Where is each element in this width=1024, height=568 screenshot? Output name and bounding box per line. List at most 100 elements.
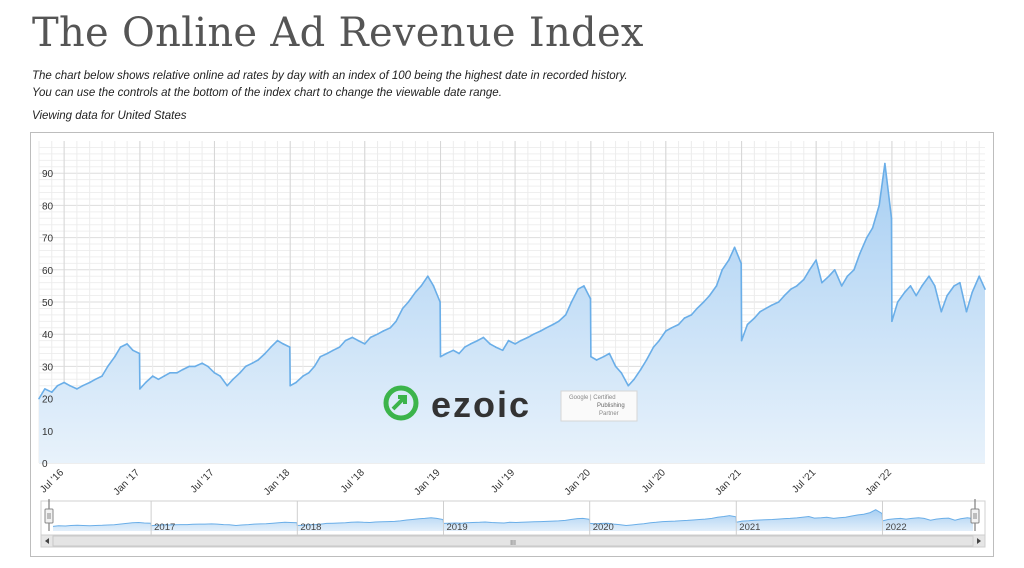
data-point [557,320,560,323]
data-point [721,269,723,271]
navigator-year-label: 2022 [885,522,906,533]
data-point [181,368,184,371]
data-point [364,343,366,345]
data-point [219,375,221,377]
series-area [39,163,985,463]
data-point [866,236,868,239]
x-axis-labels: Jul '16 Jan '17 Jul '17 Jan '18 Jul '18 Jan '… [38,467,894,498]
data-point [257,359,259,361]
data-point [464,346,466,348]
data-point [633,378,635,381]
data-point [439,301,441,303]
data-point [38,397,40,400]
data-point [114,355,116,358]
x-tick-label: Jan '20 [563,467,594,498]
data-point [853,269,855,271]
series-line [38,162,986,400]
data-point [507,339,510,342]
data-point [151,375,154,377]
data-point [645,359,648,361]
data-point [389,327,392,329]
data-point [157,378,160,381]
ezoic-logo-icon [383,385,419,421]
data-point [369,336,372,339]
ezoic-watermark: ezoic Google | Certified Publishing Part… [383,384,638,425]
partner-badge [560,390,638,422]
scroll-right-arrow-icon [977,538,981,544]
data-point [715,285,718,287]
x-tick-label: Jul '16 [38,467,66,495]
data-point [139,388,141,390]
data-point [796,285,798,287]
data-point [332,349,334,352]
data-point [63,381,65,384]
data-point [395,320,397,323]
data-point [677,323,680,326]
y-tick-label: 20 [42,395,54,406]
data-point [539,330,542,332]
navigator-year-labels: 2017 2018 2019 2020 2021 2022 [150,501,907,535]
data-point [407,301,410,303]
date-range-navigator[interactable]: 2017 2018 2019 2020 2021 2022 [40,499,986,536]
data-point [351,336,354,339]
navigator-scrollbar[interactable]: III [40,534,986,548]
data-point [815,259,817,261]
navigator-line [52,509,974,527]
data-point [494,346,497,348]
data-point [934,285,936,287]
data-point [846,275,849,277]
y-tick-label: 50 [42,298,54,309]
data-point [608,352,611,355]
data-point [733,246,736,249]
data-point [940,310,943,313]
y-tick-label: 0 [42,459,48,470]
data-point [583,285,585,287]
data-point [357,339,360,342]
navigator-handle-right[interactable] [970,499,980,531]
chart-container[interactable]: 0 10 20 30 40 50 60 70 80 90 Jul '16 Jan '17 Jul '1… [30,132,994,557]
data-point [326,352,329,355]
data-point [81,384,84,387]
data-point [777,301,780,303]
badge-line-2: Publishing [597,403,625,409]
data-point [765,307,767,310]
data-point [244,365,247,368]
data-point [928,275,930,277]
data-point [289,384,292,387]
data-point [88,381,91,384]
data-point [808,269,811,271]
data-point [790,288,792,290]
data-point [344,339,347,342]
data-point [708,294,711,297]
data-point [570,301,573,303]
data-point [445,352,448,355]
data-point [289,346,291,348]
y-tick-label: 90 [42,169,54,180]
x-tick-label: Jul '17 [189,467,217,495]
data-point [169,372,171,374]
data-point [469,343,472,345]
data-point [759,310,761,313]
page-description: The chart below shows relative online ad… [32,68,628,102]
data-point [482,336,485,339]
data-point [282,343,284,345]
navigator-handle-left[interactable] [44,499,54,531]
data-point [56,384,59,387]
ezoic-logo-mark [391,395,407,411]
scroll-left-arrow-icon [45,538,49,544]
data-point [319,355,322,358]
data-point [382,330,385,332]
data-point [207,365,209,368]
data-point [639,368,642,371]
data-point [69,384,71,387]
data-point [94,378,97,381]
scrollbar-grip-icon: III [510,540,516,547]
y-tick-label: 80 [42,201,54,212]
description-line-2: You can use the controls at the bottom o… [32,87,502,99]
data-point [878,204,880,207]
data-point [652,346,655,348]
data-point [489,343,491,345]
data-point [627,384,630,387]
navigator-series [52,509,974,531]
